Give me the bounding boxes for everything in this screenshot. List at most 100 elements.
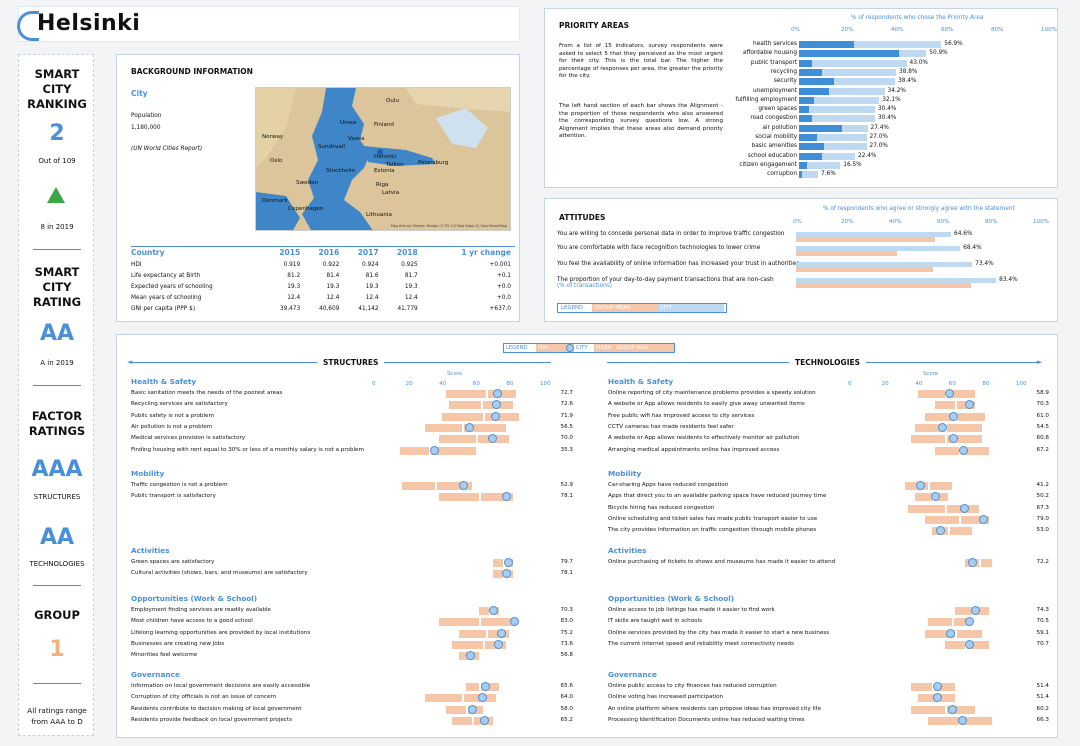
score-range-bar [448,401,513,410]
title-arc-icon [17,11,39,41]
priority-total-bar [799,68,896,76]
priority-label: unemployment [753,87,797,94]
city-score-dot-icon [501,492,511,502]
score-label: Corruption of city officials is not an i… [131,694,277,701]
score-mean-marker [480,401,483,410]
rank-value: 2 [49,121,65,146]
table-cell: 12.4 [404,294,418,301]
priority-label: health services [753,41,797,47]
score-range-bar [445,390,517,398]
attitudes-axis-title: % of respondents who agree or strongly a… [823,206,1015,212]
map-label: Umea [340,120,357,126]
score-mean-marker [465,705,468,714]
rank-up-arrow-icon [47,187,65,203]
score-row: Online access to job listings has made i… [608,606,1049,617]
table-row: HDI 0.919 0.922 0.924 0.925 +0.001 [131,259,511,270]
priority-total-bar [799,134,867,141]
divider [33,249,81,250]
footnote-line: from AAA to D [31,717,83,726]
priority-value: 27.4% [870,124,889,131]
legend-title: LEGEND [506,345,528,351]
group-heading: GROUP [34,608,80,622]
city-score-dot-icon [948,434,958,444]
score-value: 51.4 [1036,683,1049,689]
score-value: 71.9 [560,412,573,419]
score-label: Basic sanitation meets the needs of the … [131,390,283,396]
heading-line: SMART [34,265,80,279]
score-mean-marker [462,423,465,432]
attitude-group-mean-bar [796,251,897,256]
city-score-dot-icon [459,481,469,490]
score-mean-marker [482,412,485,421]
priority-label: public transport [750,59,797,66]
country-stats-table: Country 2015 2016 2017 2018 1 yr change … [131,245,511,314]
table-cell: 41,779 [397,305,418,312]
score-mean-marker [928,482,931,490]
score-row: IT skills are taught well in schools 70.5 [608,617,1049,628]
score-row: A website or App allows residents to eff… [608,434,1049,445]
axis-tick: 60% [941,27,954,33]
priority-total-bar [799,161,841,169]
region-map: Norway Sweden Finland Estonia Latvia Lit… [255,87,511,231]
divider [33,683,81,684]
axis-tick: 80% [991,27,1004,33]
table-cell: 19.3 [287,283,301,290]
arrow-left-icon: ◄ [127,358,133,366]
table-cell: 0.924 [361,261,379,268]
priority-label: recycling [770,68,797,75]
map-label: Finland [374,122,394,128]
priority-total-bar [799,96,880,104]
attitude-city-bar [796,262,973,267]
north-sea [256,192,300,230]
score-value: 70.3 [560,607,573,613]
score-row: Online reporting of city maintenance pro… [608,389,1049,400]
score-value: 35.3 [560,446,573,453]
priority-total-bar [799,87,885,95]
attitude-value: 83.4% [999,277,1018,283]
table-cell: 39,473 [279,305,301,312]
score-mean-marker [948,527,951,536]
priority-label: affordable housing [742,50,797,57]
score-label: Car-sharing Apps have reduced congestion [608,482,729,488]
score-label: Traffic congestion is not a problem [131,482,228,488]
score-tick: 60 [472,381,480,387]
priority-row: social mobility 27.0% [743,133,1043,142]
score-row: CCTV cameras has made residents feel saf… [608,422,1049,434]
structures-label: STRUCTURES [33,493,81,501]
smart-city-ranking-heading: SMART CITY RANKING [19,67,95,112]
priority-row: recycling 38.8% [743,68,1043,77]
table-cell: 81.6 [365,272,379,279]
score-mean-marker [958,515,961,524]
score-label: Businesses are creating new jobs [131,640,225,647]
score-range-bar [425,694,496,703]
score-range-bar [914,423,983,432]
score-row: Air pollution is not a problem 56.5 [131,422,573,434]
priority-alignment-bar [799,106,809,114]
score-row: An online platform where residents can p… [608,704,1049,716]
heading-line: CITY [42,82,72,96]
attitudes-title: ATTITUDES [559,213,606,222]
attitude-value: 68.4% [963,245,982,251]
priority-alignment-bar [799,59,812,67]
attitude-label: The proportion of your day-to-day paymen… [557,277,817,289]
table-cell: 81.7 [404,272,418,279]
score-row: Corruption of city officials is not an i… [131,693,573,704]
city-score-dot-icon [964,400,974,410]
axis-tick: 0% [791,27,800,33]
map-label: Petersburg [418,160,449,166]
city-score-dot-icon [494,639,504,649]
priority-row: school education 22.4% [743,152,1043,161]
attitude-group-mean-bar [796,283,972,288]
table-row: Mean years of schooling 12.4 12.4 12.4 12.4 +… [131,292,511,303]
table-rule [131,246,515,247]
priority-label: green spaces [758,106,797,113]
score-label: A website or App allows residents to eas… [608,401,805,408]
row-label: Life expectancy at Birth [131,272,201,279]
score-row: Residents contribute to decision making … [131,704,573,716]
score-label: Information on local government decision… [131,683,311,689]
priority-value: 16.5% [843,161,862,168]
map-label: Copenhagen [288,206,324,212]
priority-alignment-bar [799,134,817,141]
row-label: Mean years of schooling [131,294,202,301]
technologies-score-label: Score [923,371,939,377]
